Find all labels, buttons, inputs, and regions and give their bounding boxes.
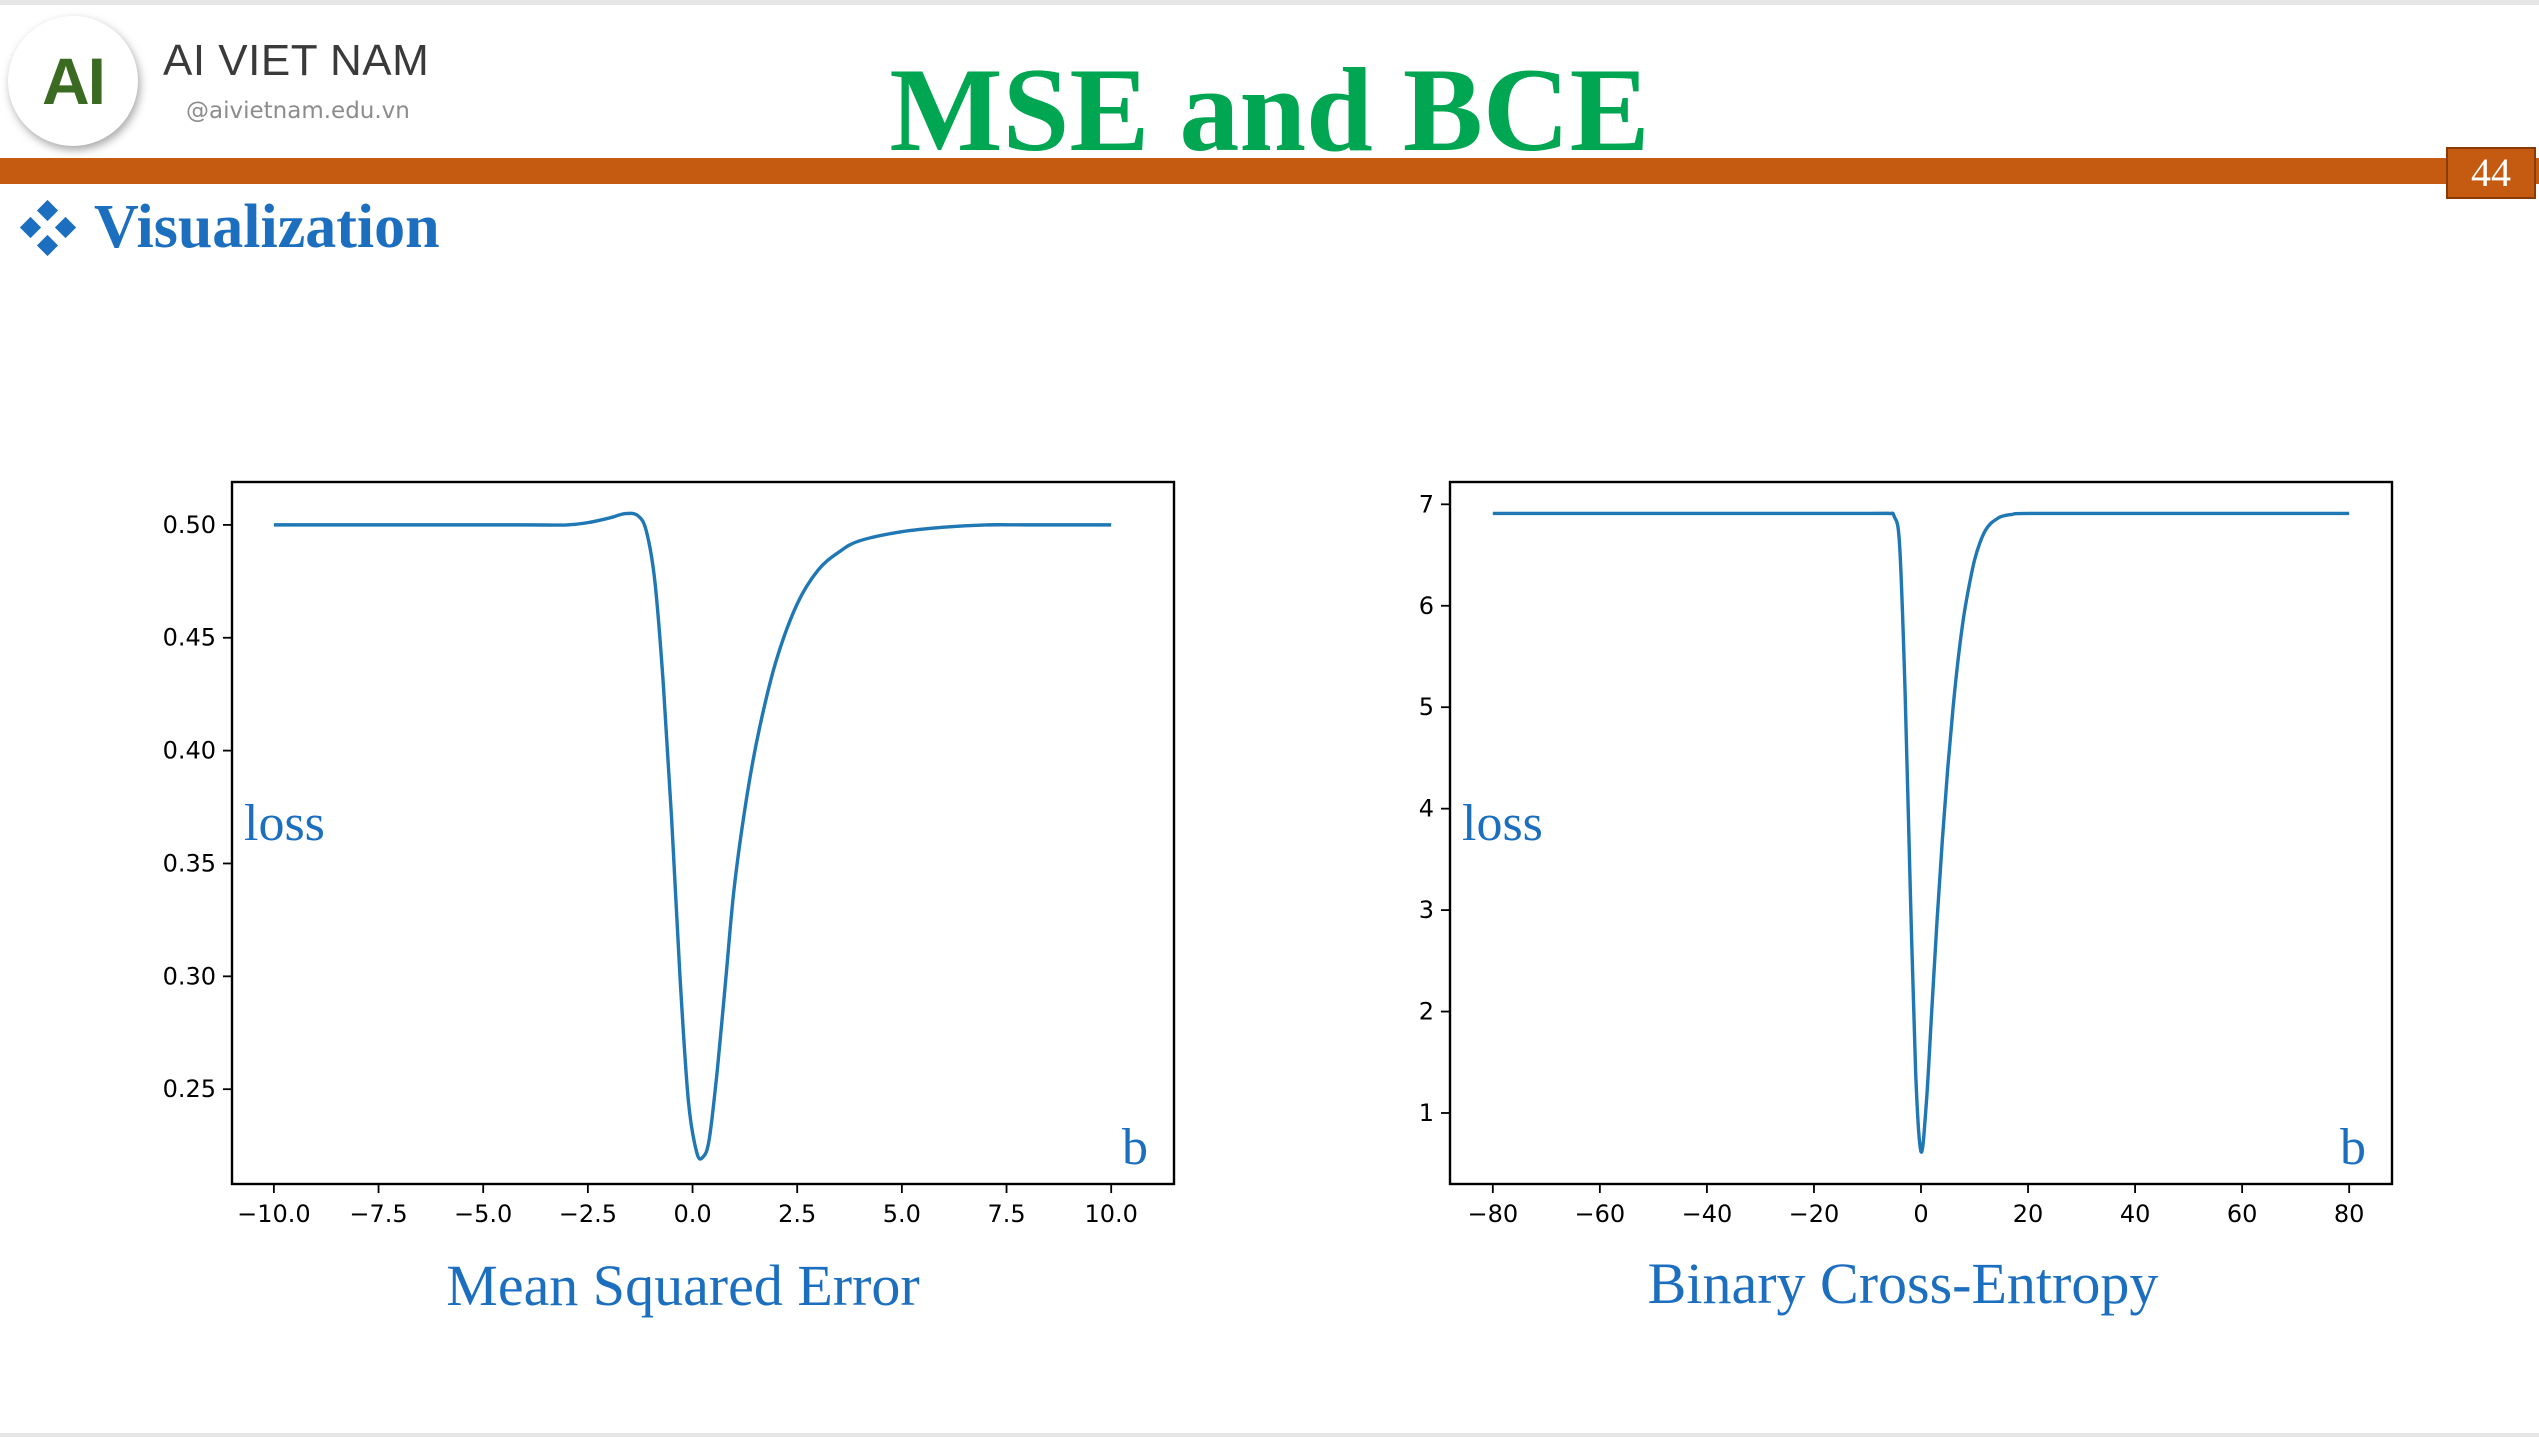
x-tick-label: −20 xyxy=(1789,1200,1840,1228)
x-tick-label: −80 xyxy=(1467,1200,1518,1228)
bottom-border xyxy=(0,1433,2539,1437)
x-tick-label: −2.5 xyxy=(559,1200,617,1228)
mse-chart-caption: Mean Squared Error xyxy=(446,1253,920,1318)
page-number: 44 xyxy=(2446,147,2536,199)
series-line-0 xyxy=(273,511,1112,1161)
x-axis-label: b xyxy=(2340,1119,2366,1176)
logo: AI xyxy=(8,16,138,146)
x-tick-label: −10.0 xyxy=(237,1200,311,1228)
plot-frame xyxy=(230,480,1176,1186)
y-tick-label: 6 xyxy=(1419,592,1434,620)
brand-url: @aivietnam.edu.vn xyxy=(186,98,410,124)
top-border xyxy=(0,0,2539,5)
section-heading: Visualization xyxy=(20,192,440,263)
x-tick-label: 2.5 xyxy=(778,1200,816,1228)
y-tick-label: 0.40 xyxy=(163,737,216,765)
x-tick-label: 5.0 xyxy=(883,1200,921,1228)
bce-chart-caption: Binary Cross-Entropy xyxy=(1647,1251,2159,1316)
title-accent-bar xyxy=(0,158,2539,184)
logo-text: AI xyxy=(42,44,106,118)
diamond-bullet-icon xyxy=(20,199,76,256)
x-tick-label: −7.5 xyxy=(349,1200,407,1228)
y-axis-label: loss xyxy=(1462,795,1543,852)
x-tick-label: 0 xyxy=(1913,1200,1928,1228)
x-tick-label: 0.0 xyxy=(673,1200,711,1228)
x-axis-label: b xyxy=(1122,1119,1148,1176)
y-tick-label: 1 xyxy=(1419,1099,1434,1127)
x-tick-label: −60 xyxy=(1575,1200,1626,1228)
y-tick-label: 0.35 xyxy=(163,849,216,877)
y-tick-label: 3 xyxy=(1419,896,1434,924)
y-tick-label: 0.25 xyxy=(163,1075,216,1103)
y-tick-label: 4 xyxy=(1419,795,1434,823)
slide-title: MSE and BCE xyxy=(889,43,1650,176)
x-tick-label: −5.0 xyxy=(454,1200,512,1228)
y-axis-label: loss xyxy=(244,795,325,852)
x-tick-label: 60 xyxy=(2227,1200,2258,1228)
y-tick-label: 2 xyxy=(1419,998,1434,1026)
series-line-0 xyxy=(1492,511,2350,1154)
y-tick-label: 0.50 xyxy=(163,511,216,539)
x-tick-label: 20 xyxy=(2013,1200,2044,1228)
x-tick-label: 80 xyxy=(2334,1200,2365,1228)
y-tick-label: 7 xyxy=(1419,490,1434,518)
x-tick-label: 40 xyxy=(2120,1200,2151,1228)
plot-frame xyxy=(1448,480,2394,1186)
y-tick-label: 5 xyxy=(1419,693,1434,721)
x-tick-label: −40 xyxy=(1682,1200,1733,1228)
bce-chart: −80 −60 −40 −20 0 20 40 60 80 1 2 3 4 5 6 7 loss b xyxy=(1419,480,2394,1228)
y-tick-label: 0.30 xyxy=(163,962,216,990)
x-tick-label: 10.0 xyxy=(1084,1200,1137,1228)
section-heading-text: Visualization xyxy=(94,193,440,261)
mse-chart: −10.0 −7.5 −5.0 −2.5 0.0 2.5 5.0 7.5 10.0 0.25 0.3… xyxy=(163,480,1176,1228)
brand-name: AI VIET NAM xyxy=(163,36,430,85)
y-tick-label: 0.45 xyxy=(163,624,216,652)
x-tick-label: 7.5 xyxy=(987,1200,1025,1228)
